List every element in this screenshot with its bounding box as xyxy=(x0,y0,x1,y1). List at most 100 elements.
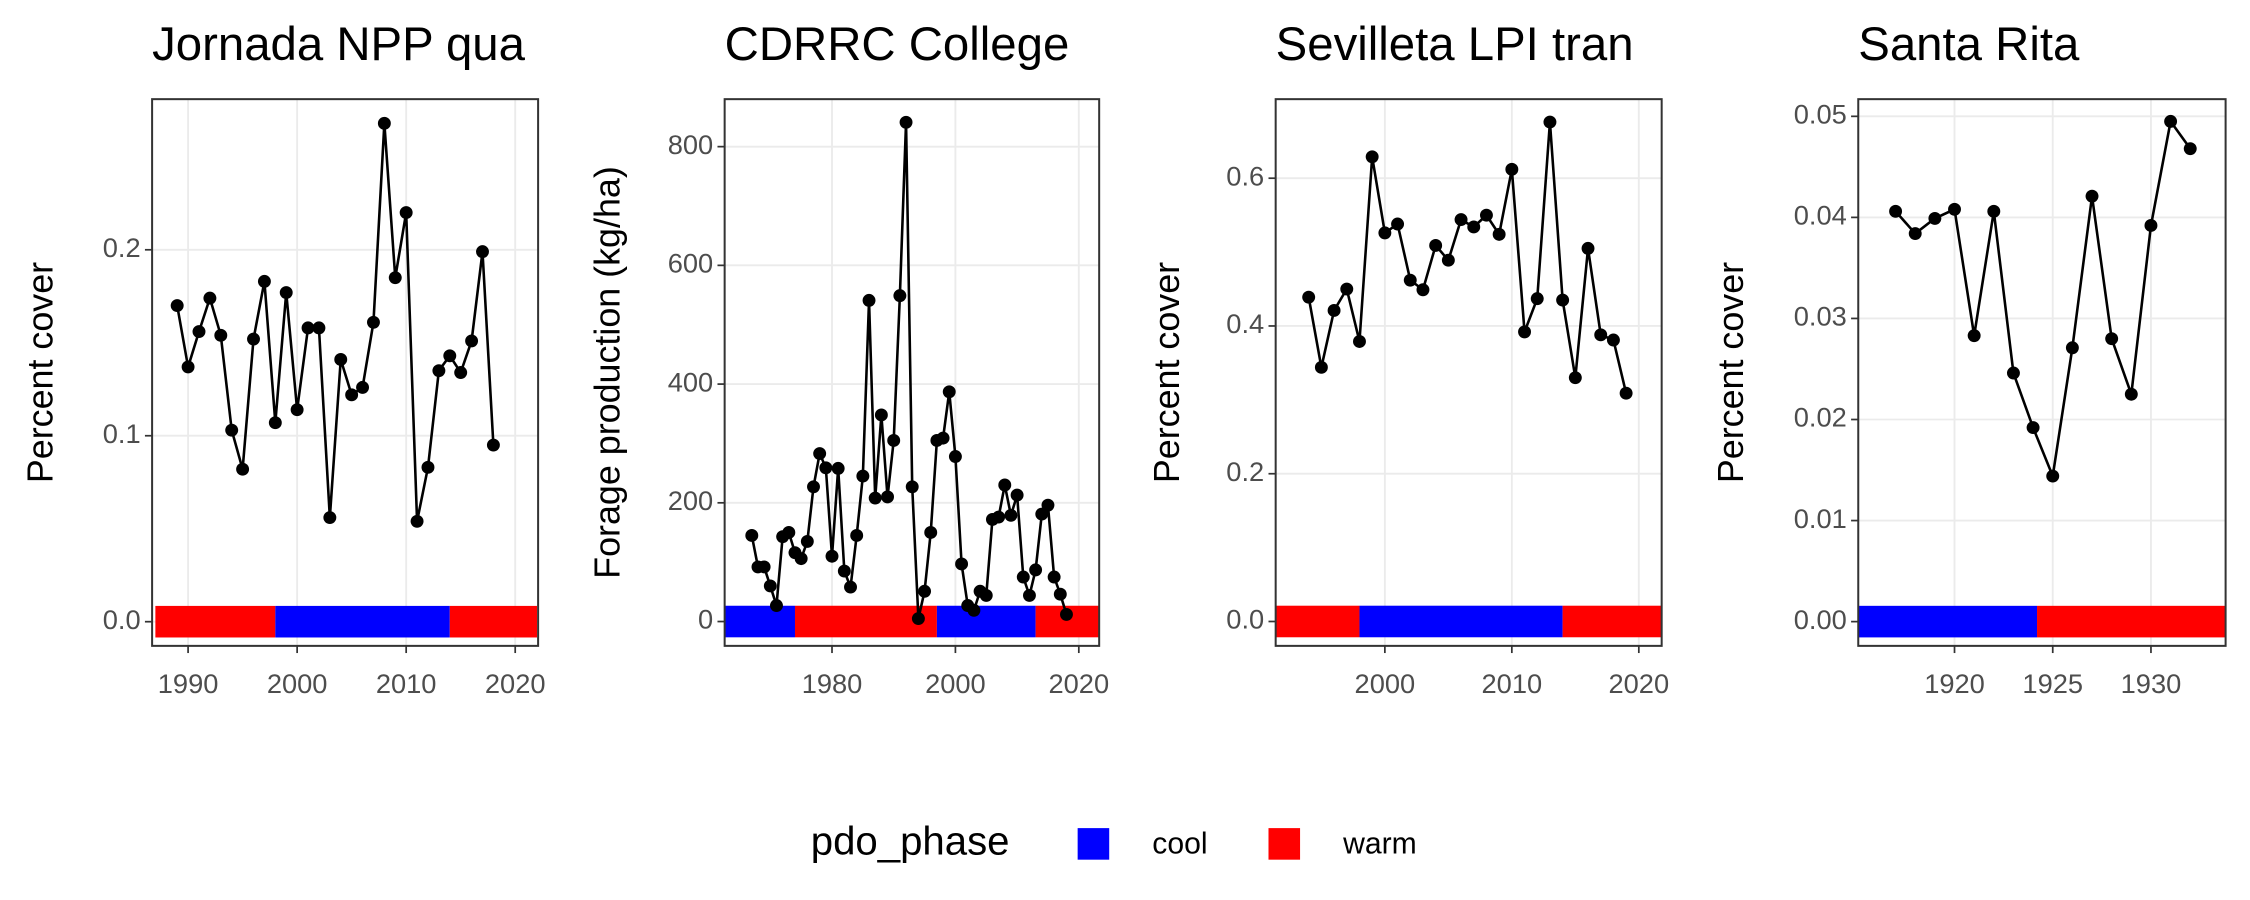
y-tick-label: 0.01 xyxy=(1794,503,1847,534)
point xyxy=(312,321,326,335)
point xyxy=(432,364,446,378)
point xyxy=(1403,273,1417,287)
point xyxy=(181,360,195,374)
point xyxy=(955,557,969,571)
x-tick-label: 2000 xyxy=(1355,668,1416,699)
chart-title: CDRRC College xyxy=(725,18,1070,71)
line xyxy=(1307,121,1628,394)
point xyxy=(825,549,839,563)
point xyxy=(2006,366,2020,380)
point xyxy=(874,408,888,422)
point xyxy=(924,526,938,539)
point xyxy=(2026,421,2040,435)
point xyxy=(1606,333,1620,347)
legend-title: pdo_phase xyxy=(811,819,1010,864)
y-tick-label: 0.02 xyxy=(1794,402,1847,433)
legend-swatch xyxy=(1077,828,1110,860)
y-tick-label: 0.1 xyxy=(103,418,141,449)
point xyxy=(1022,588,1036,602)
point xyxy=(290,403,304,417)
point xyxy=(410,514,424,528)
phase-strip xyxy=(2037,605,2226,638)
point xyxy=(905,480,919,494)
point xyxy=(1619,386,1633,400)
panel-bg xyxy=(1275,99,1662,646)
y-tick-label: 400 xyxy=(668,366,713,397)
point xyxy=(899,115,913,129)
phase-strip xyxy=(449,605,538,638)
point xyxy=(1948,202,1961,216)
legend-label: warm xyxy=(1342,827,1417,860)
point xyxy=(1492,227,1506,241)
point xyxy=(2144,219,2158,232)
point xyxy=(1060,607,1073,621)
point xyxy=(1004,508,1018,522)
point xyxy=(476,245,489,259)
point xyxy=(813,447,827,460)
point xyxy=(942,385,956,399)
panel: 0.00 0.01 0.02 0.03 0.04 0.05 1920 1925 1930 Sant… xyxy=(1711,18,2227,699)
point xyxy=(967,603,981,617)
point xyxy=(2124,387,2138,401)
point xyxy=(893,289,907,303)
line xyxy=(750,122,1068,619)
point xyxy=(1454,213,1468,227)
point xyxy=(1047,570,1061,584)
x-tick-label: 1925 xyxy=(2022,668,2083,699)
point xyxy=(1518,325,1531,339)
point xyxy=(443,349,457,363)
point xyxy=(399,206,413,220)
chart-title: Jornada NPP qua xyxy=(152,18,526,71)
point xyxy=(1416,283,1430,297)
panel: 0 200 400 600 800 1980 2000 2020 CDRRC College Fo… xyxy=(587,18,1109,699)
point xyxy=(1302,290,1316,304)
point xyxy=(345,388,359,402)
point xyxy=(1340,282,1354,296)
point xyxy=(881,490,894,504)
x-tick-label: 2020 xyxy=(485,668,546,699)
point xyxy=(465,334,479,348)
point xyxy=(763,579,777,593)
point xyxy=(831,461,845,475)
phase-strip xyxy=(155,605,276,638)
point xyxy=(1010,488,1024,502)
y-axis-label: Percent cover xyxy=(21,262,61,483)
chart-title: Sevilleta LPI tran xyxy=(1276,18,1634,71)
point xyxy=(1378,226,1392,240)
point xyxy=(745,529,759,542)
phase-strip xyxy=(1275,605,1360,638)
panel: 0.0 0.2 0.4 0.6 2000 2010 2020 Sevilleta LPI tr… xyxy=(1147,18,1669,699)
y-tick-label: 0.6 xyxy=(1226,160,1264,191)
y-axis-label: Percent cover xyxy=(1147,262,1187,483)
point xyxy=(1016,570,1030,584)
y-tick-label: 0.05 xyxy=(1794,99,1847,130)
y-tick-label: 0.2 xyxy=(1226,456,1264,487)
point xyxy=(1543,115,1557,129)
point xyxy=(247,332,260,346)
x-tick-label: 1990 xyxy=(158,668,219,699)
point xyxy=(2065,341,2079,355)
legend-label: cool xyxy=(1152,827,1207,860)
point xyxy=(1556,293,1570,307)
y-tick-label: 200 xyxy=(668,485,713,516)
x-tick-label: 2020 xyxy=(1609,668,1670,699)
phase-strip xyxy=(1858,605,2038,638)
point xyxy=(819,461,833,475)
panel-bg xyxy=(1858,99,2226,646)
point xyxy=(301,321,315,335)
point xyxy=(170,299,184,313)
point xyxy=(421,460,435,474)
x-tick-label: 2010 xyxy=(376,668,437,699)
panel-border xyxy=(1857,98,2227,647)
y-axis-label: Percent cover xyxy=(1711,262,1751,483)
point xyxy=(192,325,206,339)
legend-swatch xyxy=(1268,828,1301,860)
point xyxy=(1908,227,1922,241)
y-tick-label: 800 xyxy=(668,129,713,160)
point xyxy=(366,315,380,329)
point xyxy=(1479,208,1493,222)
point xyxy=(1053,587,1067,601)
point xyxy=(1928,211,1942,225)
point xyxy=(388,271,402,285)
